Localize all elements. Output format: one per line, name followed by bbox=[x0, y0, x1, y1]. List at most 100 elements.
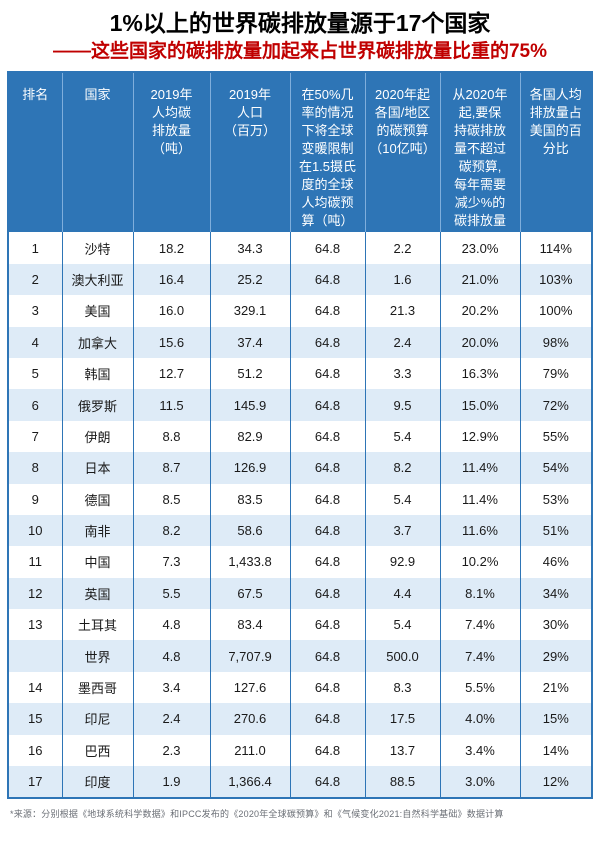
table-row: 5 韩国 12.7 51.2 64.8 3.3 16.3% 79% bbox=[8, 357, 592, 390]
population-2019-cell: 37.4 bbox=[209, 326, 290, 358]
annual-reduction-cell: 12.9% bbox=[439, 420, 520, 453]
carbon-budget-cell: 3.3 bbox=[364, 357, 440, 390]
per-capita-2019-cell: 4.8 bbox=[132, 609, 210, 641]
per-capita-2019-cell: 8.2 bbox=[132, 514, 210, 547]
country-cell: 英国 bbox=[61, 577, 133, 610]
table-row: 16 巴西 2.3 211.0 64.8 13.7 3.4% 14% bbox=[8, 734, 592, 767]
page-subtitle: ——这些国家的碳排放量加起来占世界碳排放量比重的75% bbox=[52, 40, 548, 62]
table-header: 排名 国家 2019年 人均碳 排放量 （吨） 2019年 人口 （百万） 在50%几 … bbox=[8, 72, 592, 233]
column-header-6: 从2020年 起,要保 持碳排放 量不超过 碳预算, 每年需要 减少%的 碳排放… bbox=[439, 72, 520, 233]
country-cell: 印度 bbox=[61, 766, 133, 799]
column-header-5: 2020年起 各国/地区 的碳预算 （10亿吨） bbox=[364, 72, 440, 233]
table-row: 4 加拿大 15.6 37.4 64.8 2.4 20.0% 98% bbox=[8, 326, 592, 358]
annual-reduction-cell: 11.4% bbox=[439, 483, 520, 515]
country-cell: 印尼 bbox=[61, 703, 133, 735]
per-capita-budget-cell: 64.8 bbox=[289, 483, 365, 515]
pct-of-us-cell: 72% bbox=[519, 389, 592, 421]
country-cell: 俄罗斯 bbox=[61, 389, 133, 421]
carbon-budget-cell: 17.5 bbox=[364, 703, 440, 735]
carbon-budget-cell: 5.4 bbox=[364, 609, 440, 641]
pct-of-us-cell: 53% bbox=[519, 483, 592, 515]
country-cell: 中国 bbox=[61, 546, 133, 578]
per-capita-budget-cell: 64.8 bbox=[289, 703, 365, 735]
carbon-budget-cell: 2.2 bbox=[364, 232, 440, 264]
population-2019-cell: 145.9 bbox=[209, 389, 290, 421]
table-row: 6 俄罗斯 11.5 145.9 64.8 9.5 15.0% 72% bbox=[8, 389, 592, 421]
per-capita-budget-cell: 64.8 bbox=[289, 232, 365, 264]
per-capita-budget-cell: 64.8 bbox=[289, 263, 365, 296]
table-row: 8 日本 8.7 126.9 64.8 8.2 11.4% 54% bbox=[8, 452, 592, 484]
population-2019-cell: 25.2 bbox=[209, 263, 290, 296]
population-2019-cell: 329.1 bbox=[209, 295, 290, 327]
table-row: 12 英国 5.5 67.5 64.8 4.4 8.1% 34% bbox=[8, 577, 592, 610]
country-cell: 巴西 bbox=[61, 734, 133, 767]
population-2019-cell: 58.6 bbox=[209, 514, 290, 547]
per-capita-2019-cell: 2.4 bbox=[132, 703, 210, 735]
infographic: 1%以上的世界碳排放量源于17个国家 ——这些国家的碳排放量加起来占世界碳排放量… bbox=[0, 10, 600, 820]
table-row: 11 中国 7.3 1,433.8 64.8 92.9 10.2% 46% bbox=[8, 546, 592, 578]
per-capita-budget-cell: 64.8 bbox=[289, 640, 365, 672]
carbon-budget-cell: 1.6 bbox=[364, 263, 440, 296]
per-capita-2019-cell: 1.9 bbox=[132, 766, 210, 799]
rank-cell: 2 bbox=[8, 263, 62, 296]
carbon-budget-cell: 21.3 bbox=[364, 295, 440, 327]
population-2019-cell: 67.5 bbox=[209, 577, 290, 610]
pct-of-us-cell: 29% bbox=[519, 640, 592, 672]
carbon-budget-cell: 92.9 bbox=[364, 546, 440, 578]
rank-cell: 14 bbox=[8, 671, 62, 704]
per-capita-2019-cell: 5.5 bbox=[132, 577, 210, 610]
per-capita-2019-cell: 2.3 bbox=[132, 734, 210, 767]
per-capita-budget-cell: 64.8 bbox=[289, 389, 365, 421]
per-capita-2019-cell: 8.5 bbox=[132, 483, 210, 515]
carbon-budget-cell: 8.2 bbox=[364, 452, 440, 484]
pct-of-us-cell: 46% bbox=[519, 546, 592, 578]
pct-of-us-cell: 12% bbox=[519, 766, 592, 799]
rank-cell: 4 bbox=[8, 326, 62, 358]
per-capita-2019-cell: 3.4 bbox=[132, 671, 210, 704]
per-capita-budget-cell: 64.8 bbox=[289, 452, 365, 484]
per-capita-budget-cell: 64.8 bbox=[289, 420, 365, 453]
population-2019-cell: 127.6 bbox=[209, 671, 290, 704]
rank-cell: 17 bbox=[8, 766, 62, 799]
annual-reduction-cell: 11.4% bbox=[439, 452, 520, 484]
per-capita-2019-cell: 16.0 bbox=[132, 295, 210, 327]
population-2019-cell: 7,707.9 bbox=[209, 640, 290, 672]
table-row: 世界 4.8 7,707.9 64.8 500.0 7.4% 29% bbox=[8, 640, 592, 672]
rank-cell: 7 bbox=[8, 420, 62, 453]
annual-reduction-cell: 20.0% bbox=[439, 326, 520, 358]
column-header-1: 国家 bbox=[61, 72, 133, 233]
per-capita-2019-cell: 15.6 bbox=[132, 326, 210, 358]
pct-of-us-cell: 79% bbox=[519, 357, 592, 390]
country-cell: 世界 bbox=[61, 640, 133, 672]
per-capita-2019-cell: 18.2 bbox=[132, 232, 210, 264]
country-cell: 墨西哥 bbox=[61, 671, 133, 704]
table-row: 3 美国 16.0 329.1 64.8 21.3 20.2% 100% bbox=[8, 295, 592, 327]
per-capita-2019-cell: 8.7 bbox=[132, 452, 210, 484]
per-capita-2019-cell: 16.4 bbox=[132, 263, 210, 296]
source-note: *来源：分别根据《地球系统科学数据》和IPCC发布的《2020年全球碳预算》和《… bbox=[10, 809, 504, 820]
per-capita-2019-cell: 11.5 bbox=[132, 389, 210, 421]
per-capita-budget-cell: 64.8 bbox=[289, 609, 365, 641]
pct-of-us-cell: 103% bbox=[519, 263, 592, 296]
annual-reduction-cell: 7.4% bbox=[439, 640, 520, 672]
carbon-budget-cell: 4.4 bbox=[364, 577, 440, 610]
column-header-3: 2019年 人口 （百万） bbox=[209, 72, 290, 233]
table-row: 2 澳大利亚 16.4 25.2 64.8 1.6 21.0% 103% bbox=[8, 263, 592, 296]
table-row: 13 土耳其 4.8 83.4 64.8 5.4 7.4% 30% bbox=[8, 609, 592, 641]
annual-reduction-cell: 3.0% bbox=[439, 766, 520, 799]
rank-cell: 8 bbox=[8, 452, 62, 484]
rank-cell: 15 bbox=[8, 703, 62, 735]
population-2019-cell: 82.9 bbox=[209, 420, 290, 453]
pct-of-us-cell: 55% bbox=[519, 420, 592, 453]
table-row: 14 墨西哥 3.4 127.6 64.8 8.3 5.5% 21% bbox=[8, 671, 592, 704]
population-2019-cell: 83.4 bbox=[209, 609, 290, 641]
country-cell: 伊朗 bbox=[61, 420, 133, 453]
country-cell: 美国 bbox=[61, 295, 133, 327]
annual-reduction-cell: 20.2% bbox=[439, 295, 520, 327]
annual-reduction-cell: 5.5% bbox=[439, 671, 520, 704]
carbon-budget-cell: 500.0 bbox=[364, 640, 440, 672]
per-capita-budget-cell: 64.8 bbox=[289, 734, 365, 767]
rank-cell: 5 bbox=[8, 357, 62, 390]
rank-cell: 10 bbox=[8, 514, 62, 547]
column-header-2: 2019年 人均碳 排放量 （吨） bbox=[132, 72, 210, 233]
